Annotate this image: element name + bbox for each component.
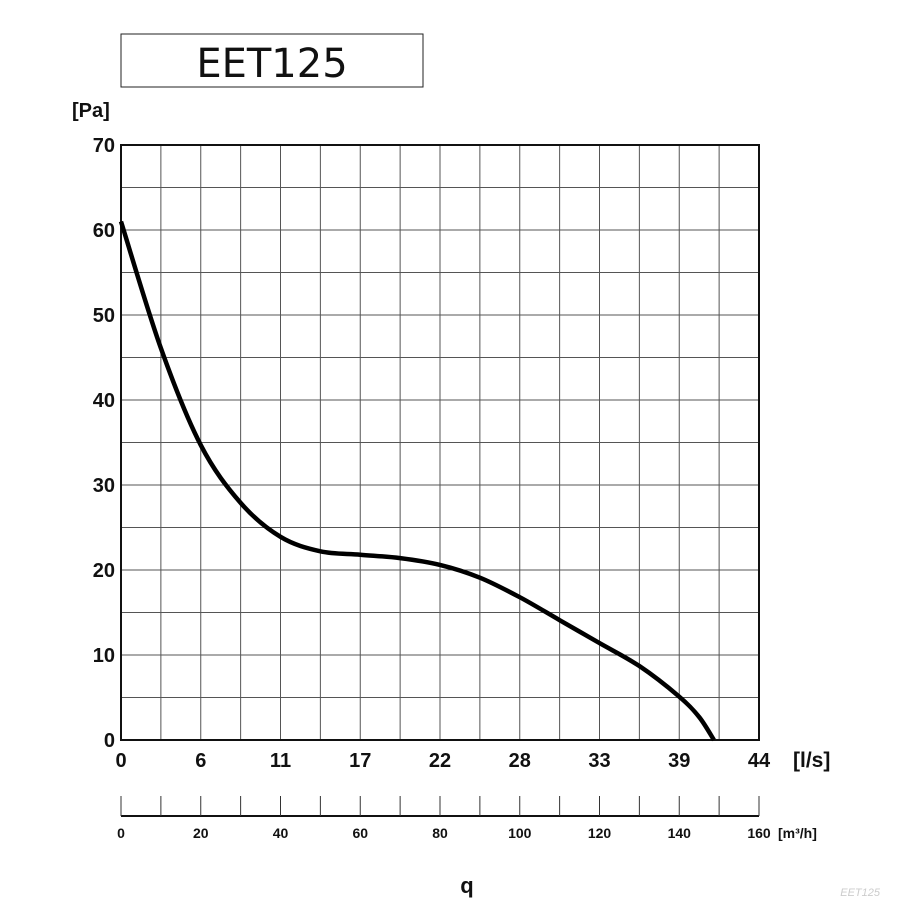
y-tick-label: 0 — [104, 730, 115, 752]
x-tick-label-ls: 11 — [270, 750, 291, 772]
y-axis-label: [Pa] — [72, 100, 110, 122]
pressure-curve — [118, 220, 716, 742]
title-box — [120, 33, 424, 88]
x-tick-label-ls: 44 — [748, 750, 771, 772]
chart-title: EET125 — [196, 41, 347, 87]
x-tick-label-m3h: 120 — [588, 825, 612, 841]
y-tick-label: 20 — [93, 560, 115, 582]
x-tick-label-ls: 6 — [195, 750, 206, 772]
x-tick-label-m3h: 0 — [117, 825, 125, 841]
x-tick-label-ls: 22 — [429, 750, 451, 772]
plot-frame — [120, 144, 760, 741]
y-tick-label: 40 — [93, 390, 115, 412]
x-tick-label-m3h: 60 — [352, 825, 368, 841]
y-tick-label: 60 — [93, 220, 115, 242]
y-tick-label: 30 — [93, 475, 115, 497]
x-axis-label: q — [460, 873, 473, 898]
watermark: EET125 — [840, 887, 881, 899]
y-tick-label: 10 — [93, 645, 115, 667]
y-tick-label: 50 — [93, 305, 115, 327]
x-tick-label-ls: 0 — [115, 750, 126, 772]
x-axis-unit-m3h: [m³/h] — [778, 825, 817, 841]
x-tick-label-m3h: 40 — [273, 825, 289, 841]
x-tick-label-m3h: 100 — [508, 825, 532, 841]
y-tick-label: 70 — [93, 135, 115, 157]
x-tick-label-ls: 17 — [349, 750, 371, 772]
x-tick-label-m3h: 20 — [193, 825, 209, 841]
x-tick-label-m3h: 140 — [668, 825, 692, 841]
x-axis-unit-ls: [l/s] — [793, 749, 830, 772]
x-tick-label-ls: 39 — [668, 750, 690, 772]
x-tick-label-ls: 33 — [588, 750, 610, 772]
x-tick-label-m3h: 80 — [432, 825, 448, 841]
x-tick-label-ls: 28 — [509, 750, 531, 772]
x-tick-label-m3h: 160 — [747, 825, 771, 841]
